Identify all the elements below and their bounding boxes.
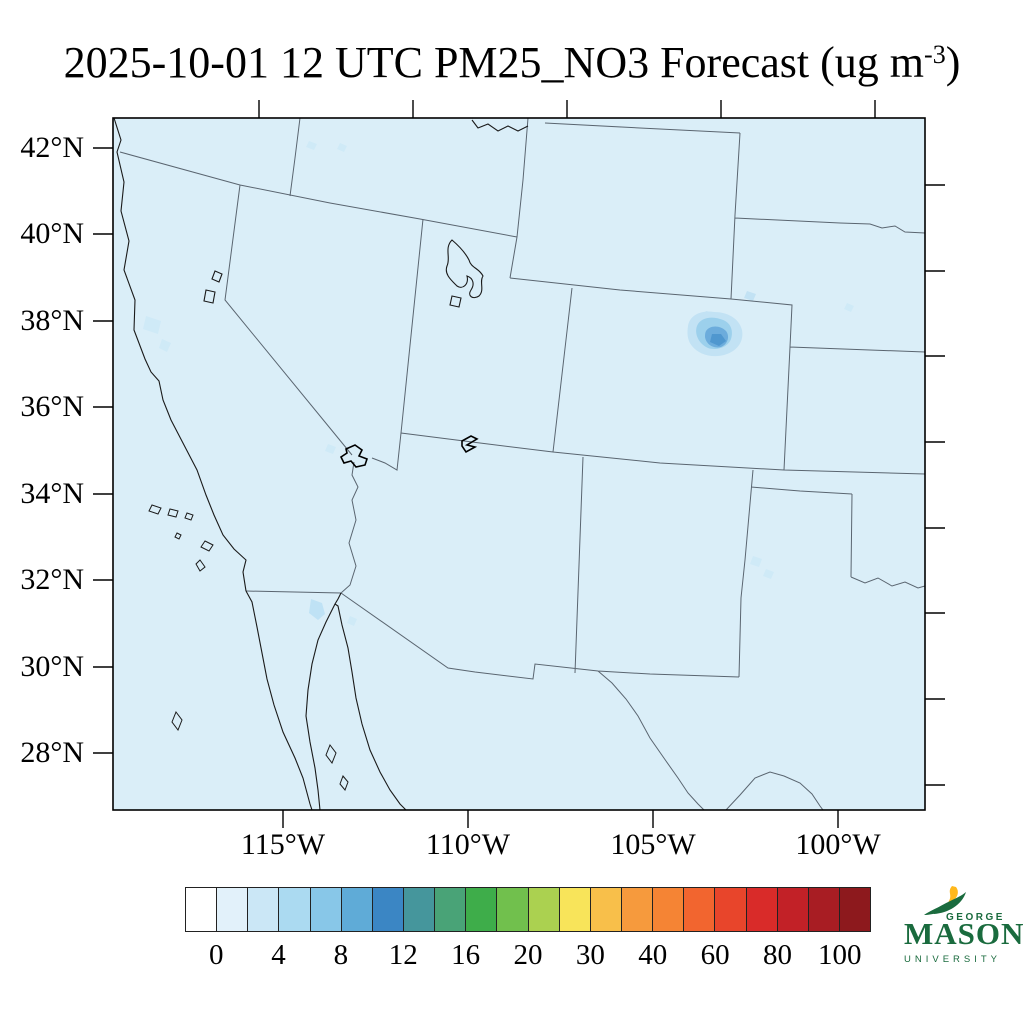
lat-label: 38°N — [20, 303, 84, 337]
colorbar — [185, 887, 871, 932]
gmu-flame-icon — [924, 886, 966, 915]
lake-mead-powell — [339, 435, 479, 468]
lon-label: 110°W — [425, 828, 511, 861]
colorbar-tick-label: 30 — [575, 939, 605, 971]
colorbar-segment — [466, 888, 498, 931]
colorbar-segment — [839, 888, 871, 931]
colorbar-segment — [497, 888, 529, 931]
lat-label: 40°N — [20, 217, 84, 251]
colorbar-segment — [248, 888, 280, 931]
coastline — [113, 118, 529, 810]
title-text: 2025-10-01 12 UTC PM25_NO3 Forecast (ug … — [63, 38, 925, 87]
colorbar-segment — [684, 888, 716, 931]
colorbar-segment — [808, 888, 840, 931]
lat-label: 34°N — [20, 476, 84, 510]
map-background — [113, 118, 925, 810]
colorbar-segment — [310, 888, 342, 931]
colorbar-tick-label: 40 — [638, 939, 668, 971]
lon-label: 115°W — [240, 828, 326, 861]
colorbar-segment — [403, 888, 436, 931]
gmu-logo-mason: MASON — [904, 916, 1024, 951]
colorbar-tick-label: 20 — [513, 939, 543, 971]
colorbar-tick-label: 16 — [451, 939, 481, 971]
title-close: ) — [945, 38, 961, 87]
colorbar-segment — [559, 888, 591, 931]
colorbar-segment — [621, 888, 654, 931]
gmu-logo-george: GEORGE — [946, 912, 1005, 923]
colorbar-tick-label: 80 — [762, 939, 792, 971]
colorbar-segment — [590, 888, 622, 931]
lon-label: 105°W — [610, 828, 696, 861]
colorbar-segment — [746, 888, 778, 931]
axis-ticks — [93, 100, 945, 828]
colorbar-segment — [217, 888, 249, 931]
lon-label: 100°W — [795, 828, 881, 861]
colorbar-segment — [186, 888, 218, 931]
colorbar-segment — [715, 888, 747, 931]
colorbar-tick-label: 0 — [208, 939, 224, 971]
lat-label: 42°N — [20, 131, 84, 164]
lat-label: 32°N — [20, 563, 84, 597]
lat-label: 28°N — [20, 736, 84, 769]
colorbar-segment — [528, 888, 560, 931]
colorbar-tick-label: 8 — [333, 939, 349, 971]
gmu-logo: GEORGE MASON UNIVERSITY — [898, 886, 1024, 974]
figure-title: 2025-10-01 12 UTC PM25_NO3 Forecast (ug … — [0, 24, 1024, 94]
state-boundaries — [119, 118, 925, 810]
colorbar-tick-label: 12 — [388, 939, 418, 971]
lat-label: 36°N — [20, 390, 84, 424]
colorbar-segment — [279, 888, 311, 931]
colorbar-tick-label: 100 — [818, 939, 862, 971]
colorbar-segment — [777, 888, 809, 931]
salton-sea — [309, 599, 325, 620]
title-exponent: -3 — [924, 40, 946, 69]
colorbar-tick-label: 4 — [271, 939, 286, 971]
lat-label: 30°N — [20, 649, 84, 683]
colorbar-tick-label: 60 — [700, 939, 730, 971]
colorbar-segment — [653, 888, 685, 931]
colorbar-segment — [341, 888, 373, 931]
lakes — [203, 239, 484, 308]
map-frame — [112, 117, 926, 811]
islands — [148, 504, 349, 791]
colorbar-segment — [372, 888, 404, 931]
gmu-logo-university: UNIVERSITY — [904, 954, 1002, 965]
colorbar-segment — [435, 888, 467, 931]
plume-core — [710, 334, 726, 346]
